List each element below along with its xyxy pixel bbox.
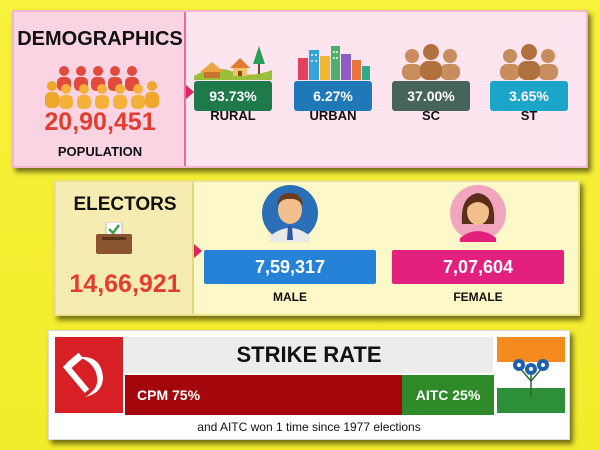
female-value: 7,07,604 [392,250,564,284]
sc-value: 37.00% [392,81,470,111]
strike-rate-title: STRIKE RATE [125,337,493,373]
cpm-party-logo [55,337,123,413]
people-group-icon [500,44,558,80]
city-buildings-icon [298,46,370,80]
rural-label: RURAL [210,108,256,123]
male-label: MALE [273,290,307,304]
cpm-strike-bar: CPM 75% [125,375,402,415]
aitc-strike-bar: AITC 25% [402,375,494,415]
male-avatar-icon [262,185,318,242]
urban-label: URBAN [309,108,357,123]
population-section: DEMOGRAPHICS 20,90,451 POPULATIO [14,12,186,166]
aitc-flag-flowers-icon [497,337,565,413]
population-label: POPULATION [57,144,143,159]
aitc-party-logo [497,337,565,413]
female-avatar-icon [450,185,506,242]
people-group-icon [402,44,460,80]
st-label: ST [520,108,538,123]
electors-title: ELECTORS [73,194,177,215]
st-value: 3.65% [490,81,568,111]
sc-label: SC [421,108,441,123]
electors-panel: ELECTORS 14,66,921 7,59,317 MALE 7,07,6 [54,180,580,316]
demographics-arrow [186,85,194,99]
demographics-panel: DEMOGRAPHICS 20,90,451 POPULATIO [12,10,588,168]
urban-value: 6.27% [294,81,372,111]
ballot-box-icon [96,222,132,254]
rural-value: 93.73% [194,81,272,111]
electors-arrow [194,244,202,258]
crowd-icon [45,66,159,109]
male-value: 7,59,317 [204,250,376,284]
rural-landscape-icon [194,46,272,80]
strike-rate-note: and AITC won 1 time since 1977 elections [197,420,421,434]
strike-rate-panel: STRIKE RATE CPM 75% AITC 25% and AITC wo… [48,330,570,440]
demographics-title: DEMOGRAPHICS [17,28,183,50]
female-label: FEMALE [453,290,503,304]
electors-total-value: 14,66,921 [69,270,181,298]
hammer-sickle-icon [62,352,103,397]
electors-total-section: ELECTORS 14,66,921 [56,182,194,314]
population-value: 20,90,451 [44,108,156,136]
